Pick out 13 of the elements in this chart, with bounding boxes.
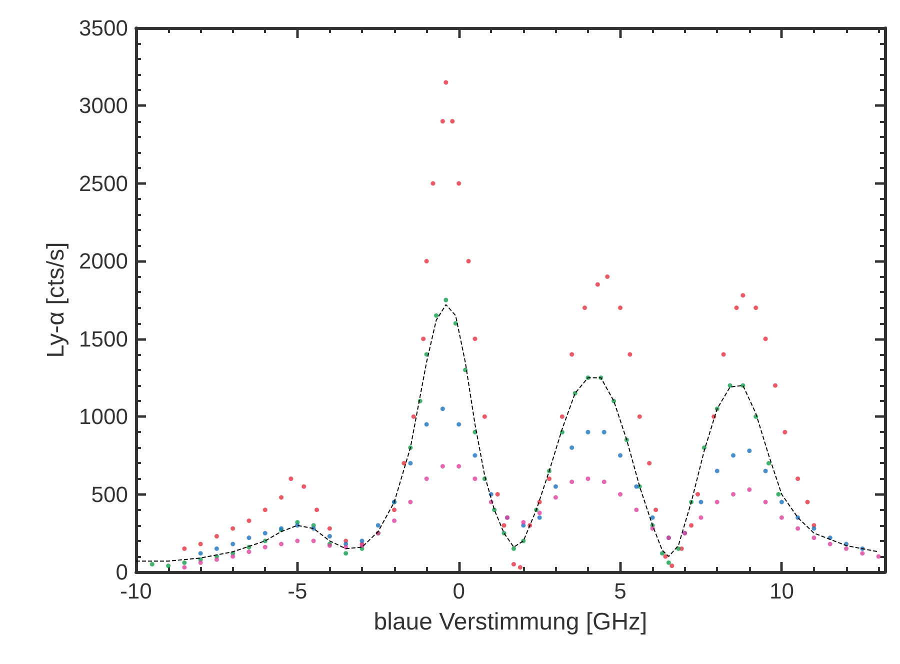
x-tick-label: 5 [614,578,626,604]
x-axis-title: blaue Verstimmung [GHz] [374,608,648,636]
y-tick-label: 1000 [79,404,128,430]
x-tick-label: 10 [769,578,794,604]
y-tick-label: 1500 [79,326,128,352]
y-tick-label: 2500 [79,170,128,196]
y-tick-label: 2000 [79,248,128,274]
y-axis-title: Ly-α [cts/s] [42,242,70,358]
y-tick-label: 3000 [79,93,128,118]
x-tick-label: 0 [452,578,465,604]
x-tick-label: -5 [288,578,308,604]
y-tick-label: 3500 [79,16,128,40]
y-tick-label: 500 [91,482,128,507]
